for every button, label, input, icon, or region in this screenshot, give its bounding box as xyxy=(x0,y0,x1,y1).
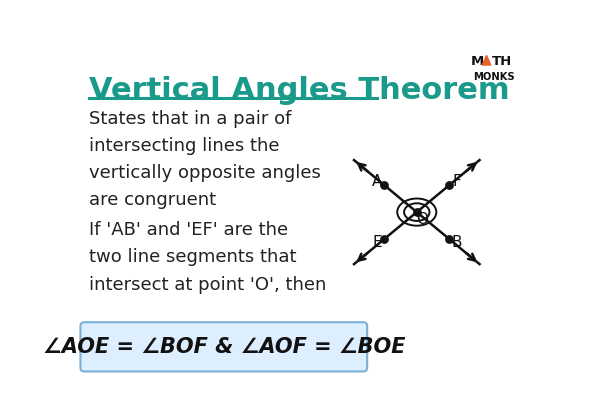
Polygon shape xyxy=(482,55,491,65)
Text: If 'AB' and 'EF' are the
two line segments that
intersect at point 'O', then: If 'AB' and 'EF' are the two line segmen… xyxy=(89,221,326,294)
Text: F: F xyxy=(452,174,461,189)
Text: Vertical Angles Theorem: Vertical Angles Theorem xyxy=(89,76,509,105)
Text: TH: TH xyxy=(493,55,512,68)
Point xyxy=(379,182,389,189)
Point xyxy=(445,182,454,189)
Text: ∠AOE = ∠BOF & ∠AOF = ∠BOE: ∠AOE = ∠BOF & ∠AOF = ∠BOE xyxy=(43,337,405,357)
Text: E: E xyxy=(373,235,382,250)
Point xyxy=(445,236,454,242)
Text: MONKS: MONKS xyxy=(473,72,515,82)
Point xyxy=(379,236,389,242)
FancyBboxPatch shape xyxy=(80,322,367,371)
Text: A: A xyxy=(372,174,382,189)
Text: M: M xyxy=(470,55,484,68)
Text: O: O xyxy=(416,212,428,227)
Text: States that in a pair of
intersecting lines the
vertically opposite angles
are c: States that in a pair of intersecting li… xyxy=(89,110,321,209)
Point xyxy=(412,209,422,215)
Text: B: B xyxy=(451,235,461,250)
